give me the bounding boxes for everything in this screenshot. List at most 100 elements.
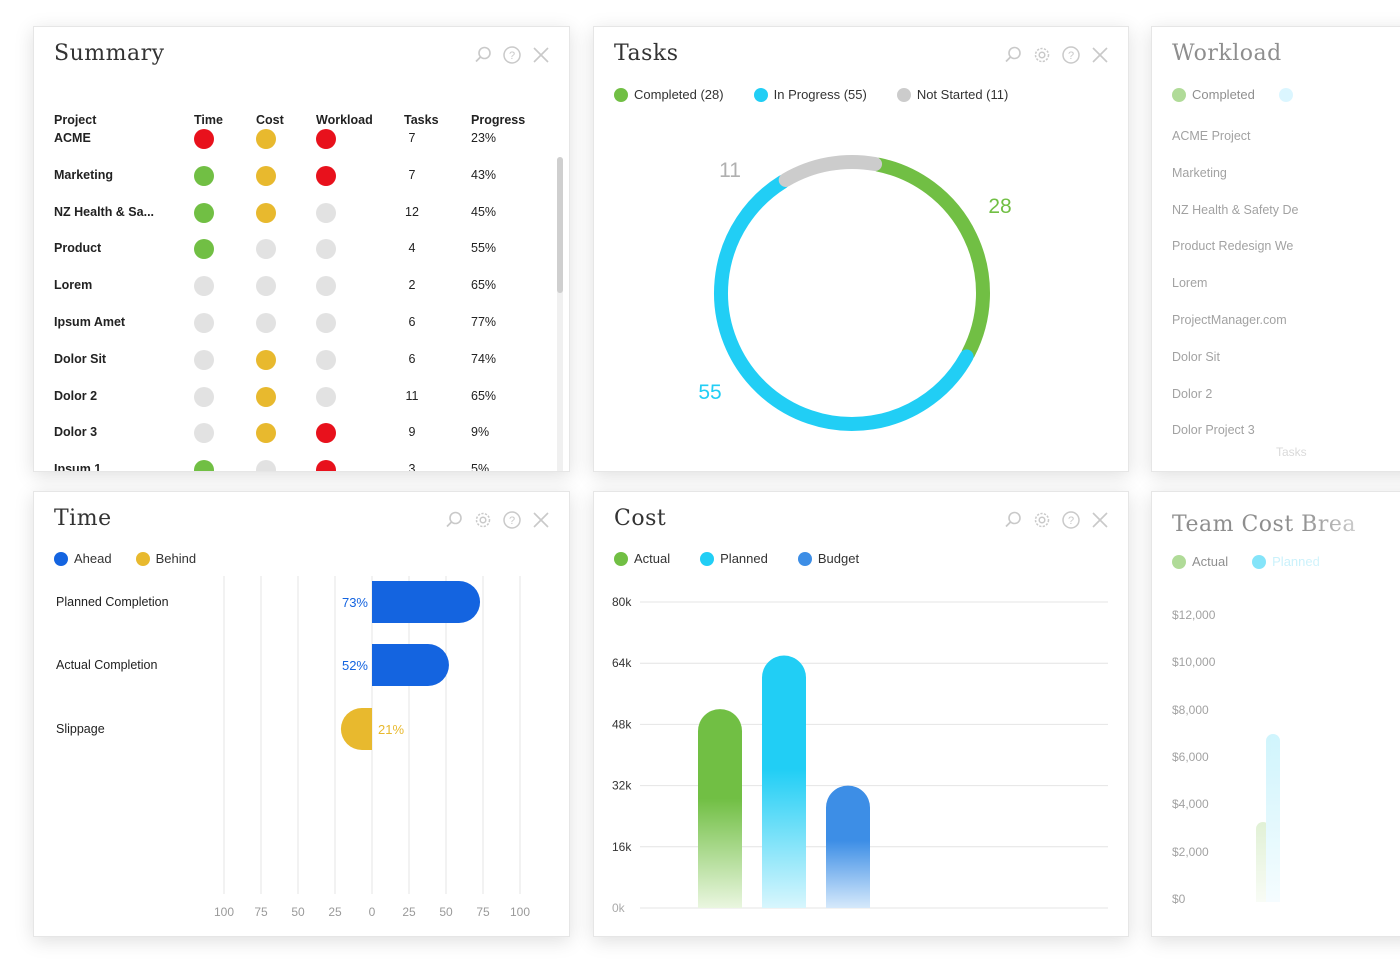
workload-list-item[interactable]: Lorem — [1172, 276, 1208, 291]
table-row[interactable]: Ipsum Amet 6 77% — [34, 313, 569, 333]
legend-item-planned[interactable]: Planned — [1252, 554, 1320, 569]
project-name[interactable]: Ipsum Amet — [54, 315, 126, 329]
cost-legend: Actual Planned Budget — [614, 551, 859, 566]
workload-list-item[interactable]: ProjectManager.com — [1172, 313, 1287, 327]
legend-item-actual[interactable]: Actual — [1172, 554, 1228, 569]
table-row[interactable]: Dolor 2 11 65% — [34, 386, 569, 407]
project-name[interactable]: Dolor 3 — [54, 425, 98, 440]
search-icon[interactable] — [444, 510, 464, 530]
project-name[interactable]: Product — [54, 241, 102, 256]
time-status-indicator — [194, 349, 214, 370]
tasks-count: 3 — [408, 462, 416, 472]
project-name[interactable]: Lorem — [54, 278, 93, 293]
table-row[interactable]: Dolor 3 9 9% — [34, 423, 569, 444]
column-header-tasks: Tasks — [404, 113, 439, 127]
legend-item-not-started[interactable]: Not Started (11) — [896, 87, 1009, 102]
project-name[interactable]: Ipsum 1 — [54, 462, 102, 472]
project-name[interactable]: Dolor 2 — [54, 388, 98, 403]
progress-value: 65% — [471, 278, 497, 293]
legend-swatch — [797, 551, 812, 566]
workload-list-item[interactable]: Product Redesign We — [1172, 239, 1294, 254]
settings-icon[interactable] — [1032, 510, 1052, 530]
table-row[interactable]: Ipsum 1 3 5% — [34, 460, 569, 472]
table-row[interactable]: Lorem 2 65% — [34, 276, 569, 297]
help-icon[interactable]: ? — [502, 510, 522, 530]
close-icon[interactable] — [1090, 45, 1110, 65]
workload-footer-label: Tasks — [1276, 445, 1307, 459]
legend-label: Not Started (11) — [916, 87, 1009, 102]
workload-list-item[interactable]: Dolor Sit — [1172, 349, 1220, 364]
tasks-toolbar: ? — [1003, 45, 1110, 65]
cost-status-indicator — [256, 165, 276, 186]
settings-icon[interactable] — [1032, 45, 1052, 65]
cost-bar-budget[interactable] — [826, 785, 870, 908]
workload-list-item[interactable]: Dolor 2 — [1172, 386, 1213, 401]
time-bar[interactable] — [340, 708, 372, 750]
project-name[interactable]: Marketing — [54, 167, 114, 182]
x-tick-label: 100 — [510, 905, 530, 919]
legend-swatch — [1252, 554, 1267, 569]
donut-slice-in-progress[interactable] — [714, 174, 974, 431]
legend-item-actual[interactable]: Actual — [614, 551, 670, 566]
column-header-cost: Cost — [256, 113, 284, 127]
x-tick-label: 75 — [254, 905, 268, 919]
help-icon[interactable]: ? — [502, 45, 522, 65]
table-row[interactable]: Product 4 55% — [34, 239, 569, 260]
close-icon[interactable] — [1090, 510, 1110, 530]
cost-bar-planned[interactable] — [762, 655, 806, 908]
workload-list-item[interactable]: Marketing — [1172, 165, 1227, 180]
project-name[interactable]: NZ Health & Sa... — [54, 204, 155, 219]
tasks-count: 6 — [408, 351, 416, 366]
legend-item-completed[interactable]: Completed (28) — [614, 87, 724, 102]
summary-table-header: Project Time Cost Workload Tasks Progres… — [34, 113, 569, 129]
legend-swatch — [135, 551, 150, 566]
cost-bar-actual[interactable] — [698, 709, 742, 908]
time-toolbar: ? — [444, 510, 551, 530]
search-icon[interactable] — [1003, 45, 1023, 65]
team-cost-bar-planned — [1266, 734, 1280, 902]
cost-status-indicator — [256, 239, 276, 260]
legend-item-behind[interactable]: Behind — [135, 551, 196, 566]
bar-data-label: 21% — [378, 722, 404, 737]
legend-item-planned[interactable]: Planned — [700, 551, 768, 566]
team-cost-title: Team Cost Brea — [1172, 512, 1356, 537]
svg-text:?: ? — [509, 50, 515, 62]
workload-status-indicator — [316, 165, 336, 186]
search-icon[interactable] — [473, 45, 493, 65]
workload-list-item[interactable]: NZ Health & Safety De — [1172, 202, 1299, 217]
donut-data-label: 11 — [719, 159, 741, 182]
time-bar[interactable] — [372, 581, 481, 623]
settings-icon[interactable] — [473, 510, 493, 530]
legend-item-completed[interactable]: Completed — [1172, 87, 1255, 102]
project-name[interactable]: ACME — [54, 131, 91, 145]
time-bar[interactable] — [372, 644, 449, 686]
table-row[interactable]: Dolor Sit 6 74% — [34, 349, 569, 370]
legend-item-in-progress[interactable]: In Progress (55) — [753, 87, 867, 102]
summary-title: Summary — [54, 41, 165, 66]
donut-slice-completed[interactable] — [871, 157, 990, 361]
scrollbar-thumb[interactable] — [557, 157, 563, 293]
help-icon[interactable]: ? — [1061, 510, 1081, 530]
table-row[interactable]: NZ Health & Sa... 12 45% — [34, 202, 569, 223]
search-icon[interactable] — [1003, 510, 1023, 530]
workload-list-item[interactable]: ACME Project — [1172, 129, 1251, 143]
legend-label: Completed (28) — [634, 87, 724, 102]
close-icon[interactable] — [531, 510, 551, 530]
y-tick-label: $8,000 — [1172, 702, 1209, 717]
category-label: Actual Completion — [56, 658, 157, 672]
progress-value: 23% — [471, 131, 497, 145]
table-row[interactable]: Marketing 7 43% — [34, 165, 569, 186]
donut-slice-not-started[interactable] — [778, 155, 883, 188]
close-icon[interactable] — [531, 45, 551, 65]
x-tick-label: 50 — [291, 905, 305, 919]
legend-item-ahead[interactable]: Ahead — [54, 551, 112, 566]
help-icon[interactable]: ? — [1061, 45, 1081, 65]
y-tick-label: $0 — [1172, 891, 1186, 906]
summary-scrollbar[interactable] — [557, 157, 563, 471]
workload-panel: Workload Completed ACME Project Marketing… — [1151, 26, 1400, 472]
table-row[interactable]: ACME 7 23% — [34, 129, 569, 149]
project-name[interactable]: Dolor Sit — [54, 351, 107, 366]
y-tick-label: $10,000 — [1172, 655, 1216, 670]
workload-list-item[interactable]: Dolor Project 3 — [1172, 423, 1255, 438]
legend-item-budget[interactable]: Budget — [797, 551, 859, 566]
